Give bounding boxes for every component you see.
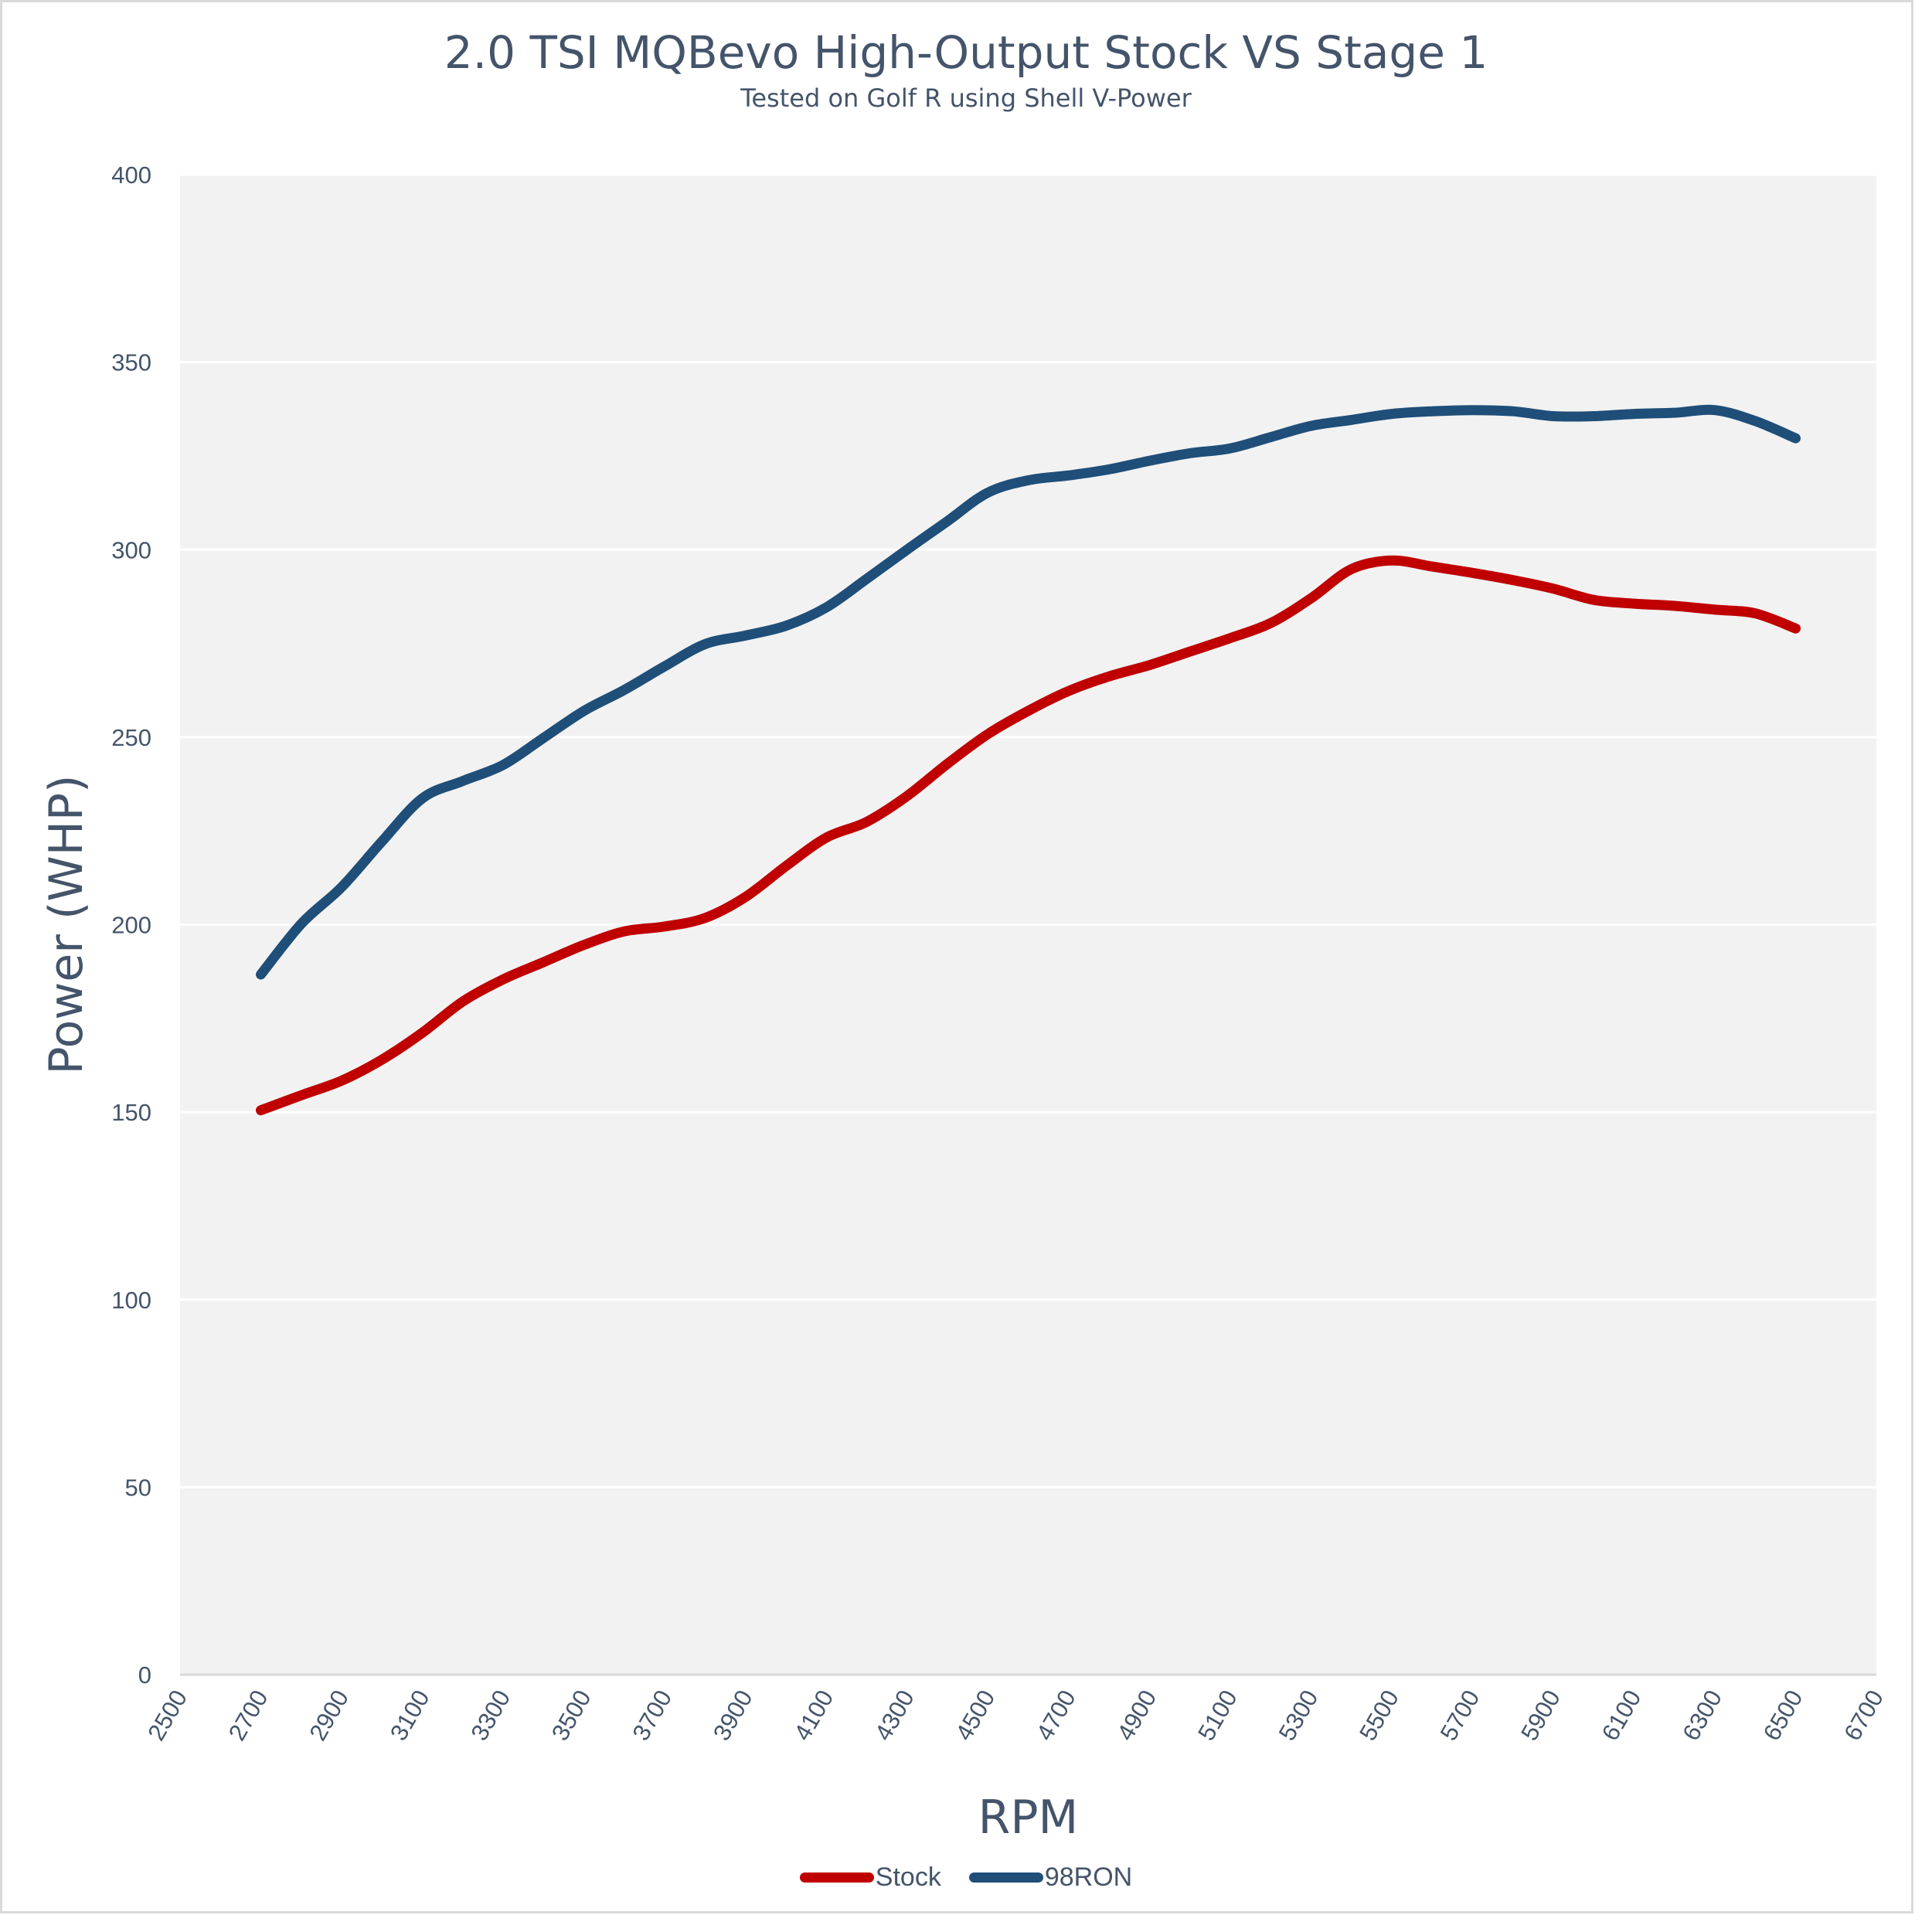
x-tick-label: 2700 [223, 1685, 274, 1745]
x-tick-label: 4500 [951, 1685, 1001, 1745]
series-lines [256, 404, 1801, 1116]
legend-item-stock[interactable]: Stock [799, 1862, 941, 1893]
legend-swatch-stock [799, 1872, 874, 1883]
x-tick-label: 3100 [385, 1685, 435, 1745]
x-tick-label: 5500 [1354, 1685, 1404, 1745]
x-tick-label: 3700 [627, 1685, 677, 1745]
y-tick-label: 0 [138, 1662, 151, 1689]
legend-item-98ron[interactable]: 98RON [968, 1862, 1133, 1893]
y-tick-label: 350 [111, 349, 151, 376]
legend: Stock 98RON [0, 1862, 1932, 1893]
chart-subtitle: Tested on Golf R using Shell V-Power [740, 83, 1192, 113]
y-tick-label: 300 [111, 536, 151, 563]
x-tick-label: 3900 [708, 1685, 758, 1745]
x-tick-label: 3300 [465, 1685, 515, 1745]
x-tick-label: 2500 [142, 1685, 192, 1745]
legend-label-98ron: 98RON [1044, 1862, 1133, 1892]
series-line-stock [256, 555, 1801, 1116]
y-tick-label: 250 [111, 724, 151, 751]
x-tick-label: 6300 [1677, 1685, 1727, 1745]
gridlines [180, 173, 1876, 1676]
legend-label-stock: Stock [875, 1862, 941, 1892]
x-tick-label: 6100 [1597, 1685, 1647, 1745]
x-tick-label: 4100 [788, 1685, 838, 1745]
x-tick-label: 6500 [1758, 1685, 1808, 1745]
legend-swatch-98ron [968, 1872, 1043, 1883]
y-axis-title: Power (WHP) [39, 775, 94, 1075]
y-tick-label: 100 [111, 1287, 151, 1314]
x-tick-label: 6700 [1838, 1685, 1889, 1745]
x-tick-label: 3500 [546, 1685, 597, 1745]
x-tick-label: 4900 [1112, 1685, 1162, 1745]
y-tick-label: 50 [125, 1474, 151, 1501]
x-axis-ticks: 2500 2700 2900 3100 3300 3500 3700 3900 4100 4300… [142, 1685, 1889, 1745]
x-axis-title: RPM [978, 1791, 1079, 1845]
x-tick-label: 2900 [304, 1685, 354, 1745]
y-axis-ticks: 0 50 100 150 200 250 300 350 400 [111, 162, 151, 1689]
y-tick-label: 200 [111, 912, 151, 939]
x-tick-label: 4700 [1031, 1685, 1081, 1745]
chart-title: 2.0 TSI MQBevo High-Output Stock VS Stag… [444, 26, 1488, 79]
x-tick-label: 5300 [1274, 1685, 1324, 1745]
y-tick-label: 150 [111, 1099, 151, 1126]
y-tick-label: 400 [111, 162, 151, 189]
x-tick-label: 4300 [869, 1685, 920, 1745]
x-tick-label: 5900 [1515, 1685, 1566, 1745]
series-line-98ron [256, 404, 1801, 980]
x-tick-label: 5100 [1192, 1685, 1243, 1745]
x-tick-label: 5700 [1435, 1685, 1485, 1745]
